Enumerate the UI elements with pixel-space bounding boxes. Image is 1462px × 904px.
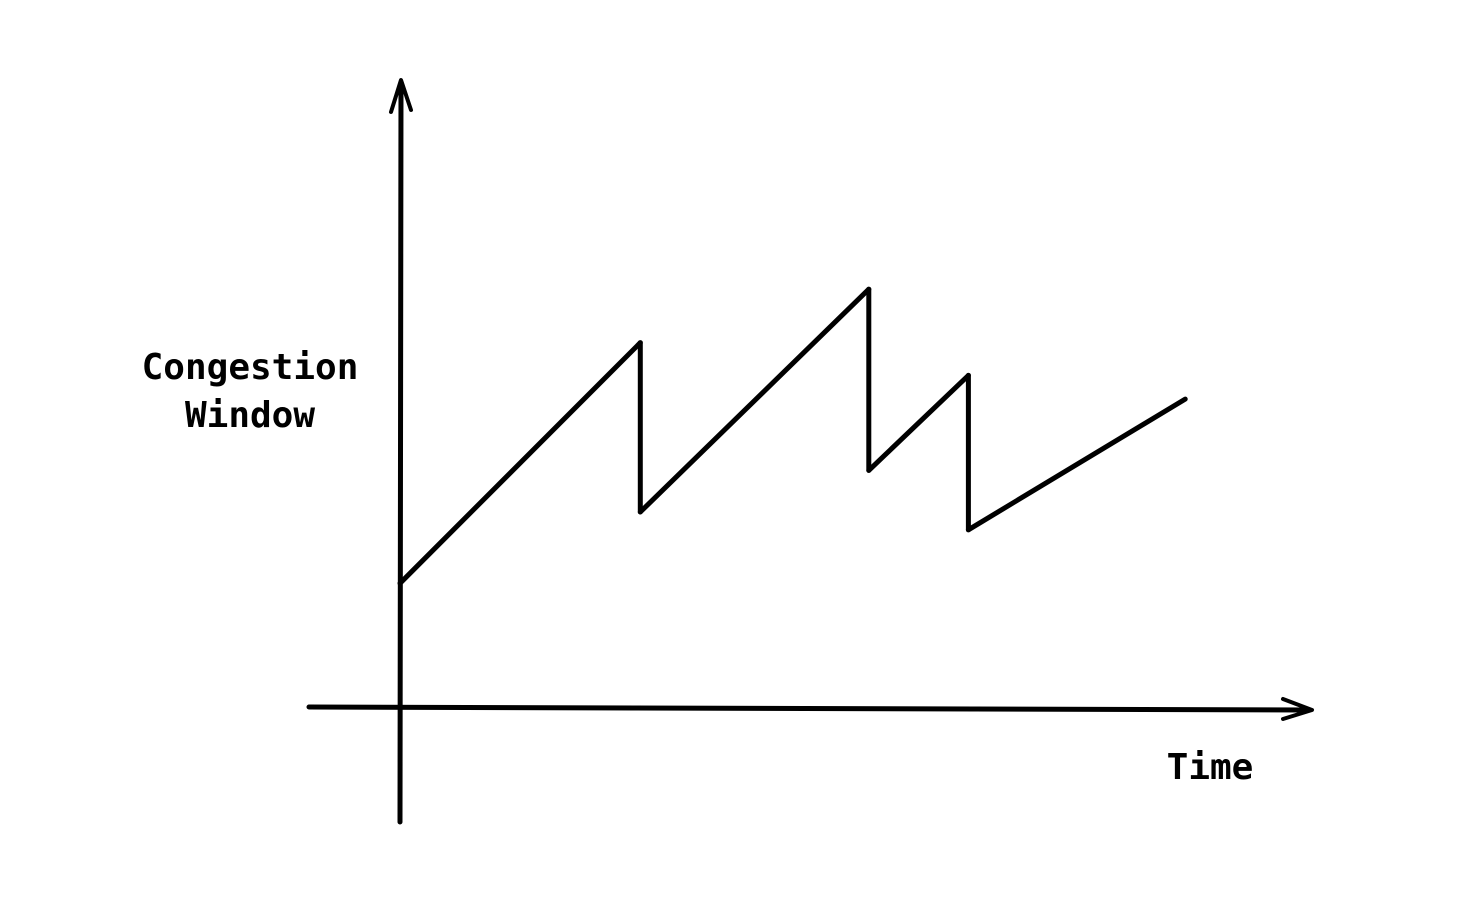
series-segment	[640, 289, 869, 512]
x-axis-label: Time	[1160, 744, 1260, 792]
y-axis-label: Congestion Window	[110, 344, 390, 440]
series-segment	[400, 343, 640, 584]
axes	[309, 80, 1312, 822]
y-axis-line	[400, 84, 401, 822]
series-segment	[968, 399, 1185, 530]
x-axis-line	[309, 707, 1308, 710]
series-group	[400, 289, 1185, 583]
series-segment	[869, 375, 969, 470]
